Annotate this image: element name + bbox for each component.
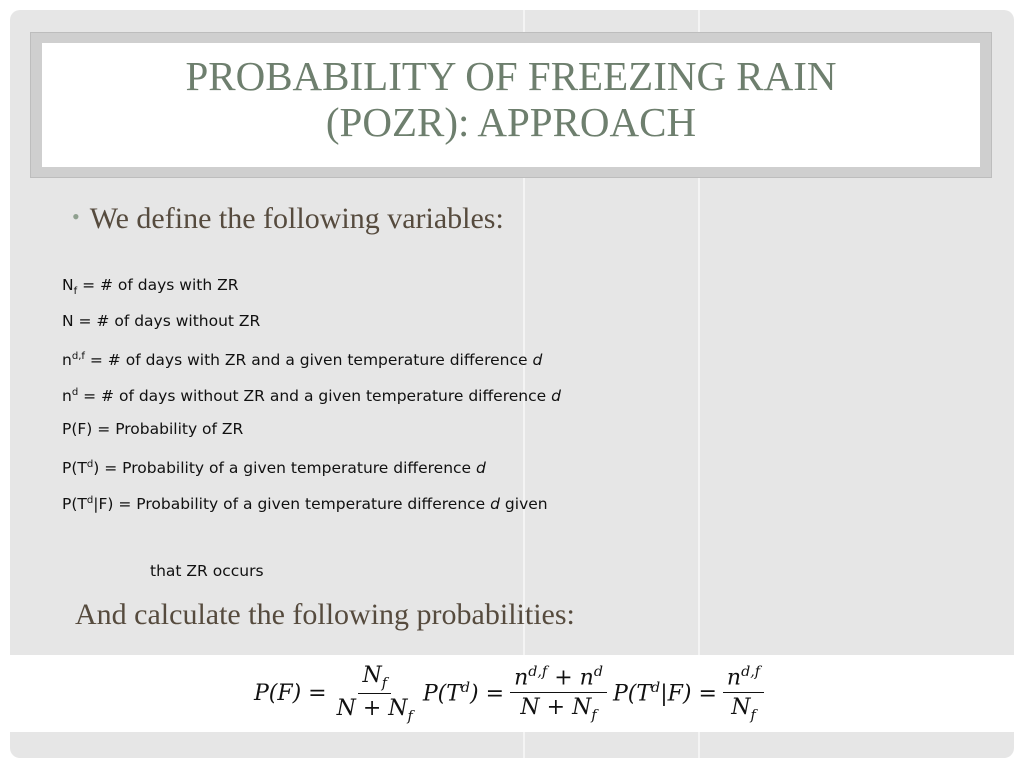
subscript: f bbox=[407, 708, 413, 725]
text-run: N = # of days without ZR bbox=[62, 312, 261, 330]
superscript: d bbox=[593, 663, 603, 680]
title-frame: PROBABILITY OF FREEZING RAIN (POZR): APP… bbox=[30, 32, 992, 178]
title: PROBABILITY OF FREEZING RAIN (POZR): APP… bbox=[42, 43, 980, 167]
continuation: that ZR occurs bbox=[150, 562, 264, 580]
denominator: Nf bbox=[727, 693, 760, 723]
text-run: d bbox=[490, 495, 500, 514]
subscript: f bbox=[750, 707, 756, 724]
text-run: n bbox=[514, 664, 529, 690]
decor-line bbox=[523, 10, 525, 758]
text-run: n bbox=[62, 351, 72, 370]
title-line: (POZR): APPROACH bbox=[325, 99, 697, 145]
denominator: N + Nf bbox=[333, 694, 417, 724]
bullet: • We define the following variables: bbox=[72, 202, 504, 235]
text-run: d bbox=[551, 387, 561, 406]
text-run: ) = bbox=[470, 681, 505, 707]
text-run: N + N bbox=[520, 694, 592, 720]
text-run: P(T bbox=[612, 681, 652, 707]
text-run: ) = Probability of a given temperature d… bbox=[93, 459, 477, 478]
numerator: nd,f + nd bbox=[510, 664, 607, 693]
text-run: P(F) = bbox=[253, 681, 327, 706]
subscript: f bbox=[73, 286, 78, 298]
formula-lhs: P(Td) = bbox=[423, 680, 504, 706]
text-run: n bbox=[726, 664, 742, 690]
text-run: + n bbox=[547, 664, 594, 690]
subscript: f bbox=[591, 707, 597, 724]
definition: P(Td) = Probability of a given temperatu… bbox=[62, 454, 561, 490]
formula: P(Td) = nd,f + nd N + Nf bbox=[423, 664, 613, 723]
text-run: n bbox=[62, 387, 72, 406]
fraction: Nf N + Nf bbox=[333, 663, 417, 725]
definition: Nf = # of days with ZR bbox=[62, 274, 561, 310]
text-run: |F) = bbox=[660, 681, 717, 707]
text-run: d bbox=[476, 459, 486, 478]
decor-line bbox=[698, 10, 700, 758]
fraction: nd,f + nd N + Nf bbox=[510, 664, 607, 723]
definition: nd,f = # of days with ZR and a given tem… bbox=[62, 346, 561, 382]
text-run: = # of days without ZR and a given tempe… bbox=[78, 387, 552, 406]
subscript: f bbox=[381, 675, 387, 691]
bullet-text: We define the following variables: bbox=[89, 202, 504, 235]
text-run: P(F) = Probability of ZR bbox=[62, 420, 244, 438]
text-run: N bbox=[362, 662, 382, 688]
text-run: P(T bbox=[62, 495, 87, 514]
definition: P(F) = Probability of ZR bbox=[62, 418, 561, 454]
text-run: = # of days with ZR and a given temperat… bbox=[84, 351, 533, 370]
text-run: given bbox=[500, 495, 548, 514]
formula: P(Td|F) = nd,f Nf bbox=[613, 663, 770, 723]
slide: PROBABILITY OF FREEZING RAIN (POZR): APP… bbox=[10, 10, 1014, 758]
formula-lhs: P(F) = bbox=[254, 681, 327, 706]
fraction: nd,f Nf bbox=[722, 663, 765, 723]
superscript: d,f bbox=[741, 663, 761, 680]
text-run: P(T bbox=[62, 459, 87, 478]
text-run: d bbox=[532, 351, 543, 370]
superscript: d bbox=[460, 680, 471, 697]
superscript: d bbox=[86, 459, 94, 470]
formula: P(F) = Nf N + Nf bbox=[254, 663, 423, 725]
definitions: Nf = # of days with ZR N = # of days with… bbox=[62, 274, 561, 526]
calculate-text: And calculate the following probabilitie… bbox=[75, 598, 575, 631]
text-run: P(T bbox=[422, 681, 461, 707]
text-run: N bbox=[731, 694, 751, 720]
numerator: nd,f bbox=[722, 663, 765, 693]
superscript: d bbox=[86, 495, 94, 506]
denominator: N + Nf bbox=[516, 693, 600, 723]
text-run: = # of days with ZR bbox=[77, 276, 239, 294]
text-run: N + N bbox=[336, 696, 408, 721]
superscript: d bbox=[71, 387, 79, 398]
text-run: N bbox=[62, 276, 74, 294]
definition: nd = # of days without ZR and a given te… bbox=[62, 382, 561, 418]
title-line: PROBABILITY OF FREEZING RAIN bbox=[185, 53, 837, 99]
formula-band: P(F) = Nf N + Nf P(Td) = nd,f + nd N + Nf P(Td… bbox=[10, 655, 1014, 732]
definition: N = # of days without ZR bbox=[62, 310, 561, 346]
definition: P(Td|F) = Probability of a given tempera… bbox=[62, 490, 561, 526]
numerator: Nf bbox=[358, 663, 391, 694]
text-run: |F) = Probability of a given temperature… bbox=[93, 495, 491, 514]
formula-lhs: P(Td|F) = bbox=[613, 680, 717, 706]
superscript: d,f bbox=[528, 663, 548, 680]
superscript: d,f bbox=[71, 351, 85, 362]
superscript: d bbox=[651, 680, 661, 697]
